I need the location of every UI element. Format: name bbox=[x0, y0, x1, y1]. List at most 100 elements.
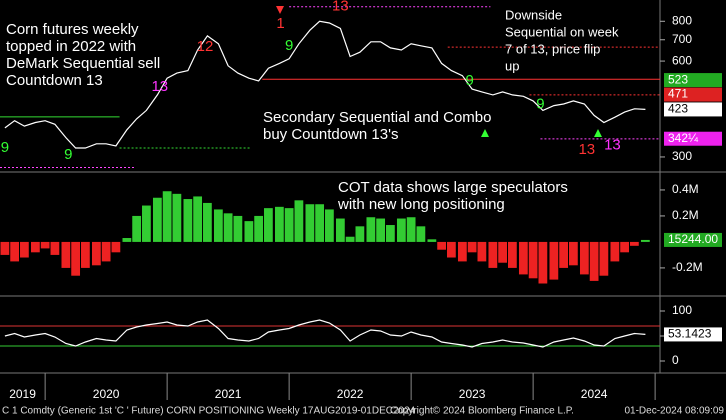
annotation: with new long positioning bbox=[337, 196, 505, 213]
y-tick-label: 0.4M bbox=[672, 182, 699, 196]
footer-right: 01-Dec-2024 08:09:09 bbox=[624, 406, 724, 417]
annotation: COT data shows large speculators bbox=[338, 179, 568, 196]
bar bbox=[162, 191, 172, 242]
bar bbox=[264, 208, 273, 242]
x-tick-label: 2022 bbox=[337, 387, 364, 401]
series-line bbox=[4, 319, 646, 348]
value-box bbox=[664, 102, 722, 117]
bar bbox=[172, 193, 182, 242]
bar bbox=[315, 204, 325, 242]
bar bbox=[528, 241, 538, 279]
footer-center: Copyright© 2024 Bloomberg Finance L.P. bbox=[390, 406, 574, 417]
series-line bbox=[4, 20, 646, 149]
bar bbox=[305, 204, 315, 242]
bar bbox=[233, 215, 243, 242]
bar bbox=[284, 208, 294, 242]
y-tick-label: 100 bbox=[672, 303, 692, 317]
td-count: 9 bbox=[64, 146, 72, 163]
y-tick-label: 800 bbox=[672, 13, 692, 27]
bar bbox=[610, 241, 620, 262]
bar bbox=[406, 217, 416, 242]
bar bbox=[629, 241, 639, 246]
bar bbox=[20, 241, 29, 258]
td-count: 13 bbox=[604, 136, 621, 153]
annotation: Downside bbox=[505, 7, 562, 22]
bar bbox=[427, 239, 437, 242]
value-box-label: 53.1423 bbox=[668, 327, 712, 341]
bar bbox=[111, 241, 121, 253]
annotation: Corn futures weekly bbox=[6, 21, 139, 38]
annotation: DeMark Sequential sell bbox=[6, 55, 160, 72]
td-count: 9 bbox=[536, 96, 544, 113]
bar bbox=[294, 200, 304, 242]
bar bbox=[396, 218, 406, 242]
value-box bbox=[664, 73, 722, 88]
x-tick-label: 2023 bbox=[459, 387, 486, 401]
bar bbox=[61, 241, 71, 268]
bar bbox=[152, 197, 162, 242]
y-tick-label: -0.2M bbox=[672, 260, 703, 274]
value-box bbox=[664, 232, 722, 247]
x-tick-label: 2019 bbox=[9, 387, 36, 401]
bar bbox=[467, 241, 477, 253]
bar bbox=[0, 241, 10, 255]
value-box-label: 15244.00 bbox=[668, 232, 718, 246]
value-box-label: 471 bbox=[668, 87, 688, 101]
bar bbox=[101, 241, 111, 262]
bar bbox=[81, 241, 90, 268]
td-count: 9 bbox=[1, 139, 9, 156]
bar bbox=[437, 241, 447, 250]
td-count: 13 bbox=[332, 0, 349, 14]
bar bbox=[416, 226, 426, 242]
bar bbox=[447, 241, 456, 258]
bar bbox=[579, 241, 589, 275]
bar bbox=[376, 218, 386, 242]
y-tick-label: 700 bbox=[672, 32, 692, 46]
value-box bbox=[664, 131, 722, 146]
bar bbox=[549, 241, 559, 280]
bar bbox=[223, 213, 233, 242]
value-box-label: 423 bbox=[668, 102, 688, 116]
y-tick-label: 0.2M bbox=[672, 208, 699, 222]
value-box bbox=[664, 87, 722, 102]
bar bbox=[244, 221, 254, 242]
td-count: 9 bbox=[466, 72, 474, 89]
bar bbox=[508, 241, 517, 268]
y-tick-label: 600 bbox=[672, 53, 692, 67]
bar bbox=[640, 239, 650, 242]
bar bbox=[203, 202, 212, 242]
annotation: 7 of 13, price flip bbox=[505, 41, 600, 56]
bar bbox=[71, 241, 81, 276]
td-count: 1 bbox=[276, 15, 284, 32]
value-box-label: 523 bbox=[668, 72, 688, 86]
bar bbox=[213, 209, 223, 242]
footer-left: C 1 Comdty (Generic 1st 'C ' Future) COR… bbox=[2, 406, 416, 417]
bar bbox=[457, 241, 467, 262]
annotation: Countdown 13 bbox=[6, 72, 103, 89]
annotation: buy Countdown 13's bbox=[263, 126, 398, 143]
bar bbox=[254, 215, 264, 242]
td-count: 13 bbox=[151, 78, 168, 95]
bar bbox=[122, 238, 132, 242]
bar bbox=[91, 241, 101, 266]
x-tick-label: 2021 bbox=[215, 387, 242, 401]
bar bbox=[193, 196, 203, 242]
bar bbox=[366, 217, 376, 242]
bar bbox=[345, 236, 355, 242]
x-tick-label: 2020 bbox=[93, 387, 120, 401]
bar bbox=[274, 206, 284, 242]
td-count: 12 bbox=[197, 38, 214, 55]
bar bbox=[477, 241, 487, 262]
bar bbox=[620, 241, 630, 253]
bar bbox=[30, 241, 40, 253]
bar bbox=[335, 218, 345, 242]
bar bbox=[488, 241, 498, 268]
annotation: Secondary Sequential and Combo bbox=[263, 109, 492, 126]
bar bbox=[518, 241, 528, 275]
arrow bbox=[276, 6, 284, 14]
bar bbox=[599, 241, 609, 276]
y-tick-label: 300 bbox=[672, 149, 692, 163]
bar bbox=[355, 226, 365, 242]
